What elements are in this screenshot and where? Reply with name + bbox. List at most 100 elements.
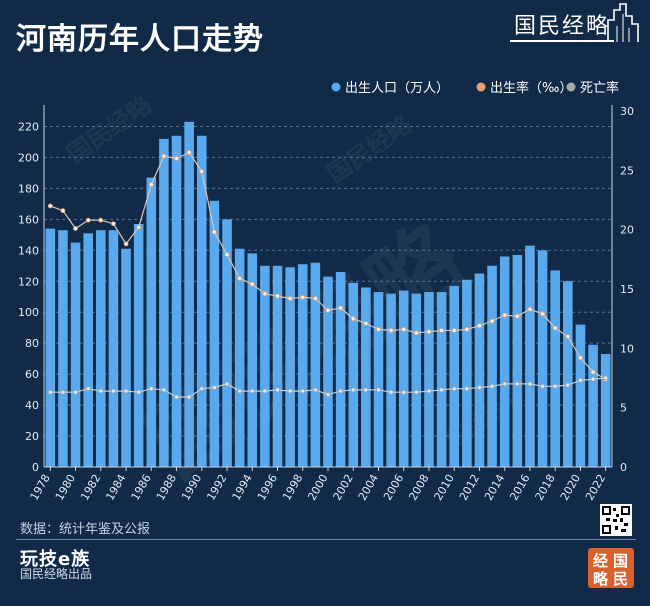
legend-label: 出生率（‰） [490,80,572,96]
x-tick-label: 1980 [53,472,78,503]
birth-rate-point [527,306,533,312]
death-rate-point [376,387,381,393]
death-rate-point [161,387,167,393]
bar [563,281,573,467]
birth-rate-point [401,326,407,332]
death-rate-point [540,383,545,389]
y-left-tick-label: 200 [18,151,39,164]
death-rate-point [47,389,53,395]
seal-char: 民 [613,570,629,588]
seal-char: 略 [593,570,609,588]
watermark-logo: 玩技e族 [20,549,91,570]
birth-rate-point [111,221,116,227]
chart: 0204060801001201401601802002200510152025… [18,80,634,503]
death-rate-point [439,387,445,393]
birth-rate-point [363,321,369,326]
bar [310,262,321,467]
birth-rate-point [540,311,545,317]
death-rate-point [426,388,432,394]
birth-rate-point [451,328,457,333]
birth-rate-point [502,312,508,318]
bar [348,282,359,467]
birth-rate-point [439,328,445,333]
y-right-tick-label: 15 [620,283,634,296]
birth-rate-point [249,281,255,287]
death-rate-point [136,389,142,395]
death-rate-point [565,382,571,388]
bar [272,265,283,467]
birth-rate-point [565,334,571,339]
seal-char: 国 [613,552,629,570]
bar [361,287,371,467]
birth-rate-point [376,326,381,332]
bar [449,285,460,467]
y-right-tick-label: 5 [620,402,627,415]
legend-label: 出生人口（万人） [345,81,449,96]
x-tick-label: 1988 [154,472,179,503]
y-left-tick-label: 0 [32,461,39,474]
bar [436,292,447,467]
bar [45,228,56,467]
x-tick-label: 1996 [255,472,280,503]
y-left-tick-label: 60 [25,368,39,381]
death-rate-point [287,388,293,394]
death-rate-point [174,394,179,400]
bar [373,292,384,467]
bar [247,253,258,467]
x-tick-label: 2010 [432,472,457,503]
bar [550,270,560,467]
legend-swatch [331,82,341,92]
y-left-tick-label: 20 [25,430,39,443]
birth-rate-point [552,325,558,331]
death-rate-point [237,388,243,394]
death-rate-point [401,389,407,395]
y-left-tick-label: 140 [18,244,39,257]
birth-rate-point [186,150,192,155]
x-tick-label: 2000 [305,472,330,503]
x-tick-label: 1982 [78,472,103,503]
x-tick-label: 1984 [103,472,128,503]
death-rate-point [464,386,470,392]
x-tick-label: 1990 [179,472,204,503]
y-left-tick-label: 180 [18,182,39,195]
birth-rate-point [224,252,230,257]
death-rate-point [451,386,457,392]
death-rate-point [552,383,558,389]
legend-swatch [566,82,576,92]
bar [83,233,93,467]
brand-name: 国民经略 [514,14,611,39]
birth-rate-point [388,328,394,333]
y-left-tick-label: 220 [18,120,39,133]
death-rate-point [300,388,306,394]
death-rate-point [249,388,255,394]
birth-rate-point [477,323,482,329]
brand-underline [510,40,614,42]
bar [171,135,182,468]
birth-rate-point [85,217,91,223]
death-rate-point [477,385,482,390]
birth-rate-point [464,326,470,332]
x-tick-label: 2016 [507,472,532,503]
y-left-tick-label: 80 [25,337,39,350]
birth-rate-point [123,241,129,247]
y-right-tick-label: 20 [620,224,634,237]
birth-rate-point [325,307,331,313]
footer-divider [16,539,636,540]
x-tick-label: 2008 [406,472,431,503]
death-rate-point [489,383,495,389]
death-rate-point [85,386,91,392]
bar [411,293,422,467]
bar [70,242,81,467]
birth-rate-point [489,318,495,324]
death-rate-point [514,381,520,387]
bar [108,230,119,467]
x-tick-label: 2006 [381,472,406,503]
death-rate-point [111,388,116,394]
legend-label: 死亡率 [580,80,619,96]
seal-stamp: 经 国 略 民 [588,548,634,588]
y-right-tick-label: 25 [620,164,634,177]
death-rate-point [603,375,609,381]
birth-rate-point [590,369,596,375]
bar [600,354,611,467]
bar [96,230,106,467]
